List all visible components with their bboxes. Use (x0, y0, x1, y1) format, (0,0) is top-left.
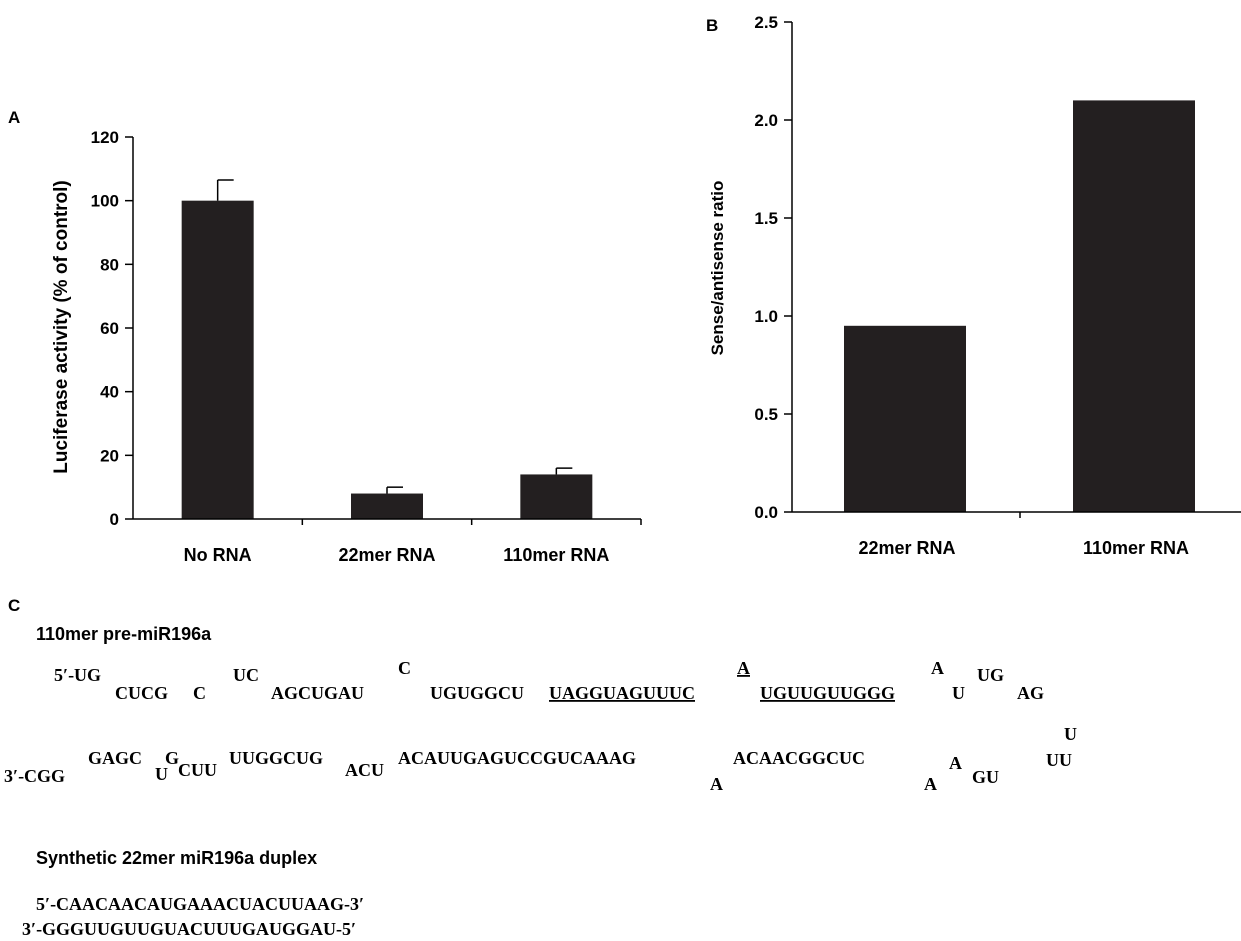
top-seg-agcugau: AGCUGAU (271, 683, 364, 703)
bottom-bulge-a2: A (924, 774, 937, 794)
panel-b-bar-chart: B Sense/antisense ratio 0.0 0.5 1.0 1.5 2.0 2… (706, 13, 1241, 558)
panel-a-bar (520, 474, 593, 519)
bottom-seg-uuggcug: UUGGCUG (229, 748, 323, 768)
top-mirna-bulge-a: A (737, 658, 750, 678)
top-mirna-seg2: UGUUGUUGGG (760, 683, 895, 703)
top-bulge-a: A (931, 658, 944, 678)
panel-a-bar (181, 200, 254, 519)
top-seg-uguggcu: UGUGGCU (430, 683, 524, 703)
panel-b-y-tick-label: 2.0 (754, 111, 778, 130)
panel-a-letter: A (8, 108, 20, 127)
top-bulge-c: C (398, 658, 411, 678)
top-mirna-seg1: UAGGUAGUUUC (549, 683, 695, 703)
panel-a-category-label: 110mer RNA (503, 545, 609, 565)
panel-b-y-tick-label: 2.5 (754, 13, 778, 32)
panel-a-y-tick-label: 20 (100, 446, 119, 465)
bottom-seg-gu: GU (972, 767, 999, 787)
panel-a-bar (351, 493, 423, 519)
panel-a-y-tick-label: 40 (100, 383, 119, 402)
duplex-bottom-strand: 3′-GGGUUGUUGUACUUUGAUGGAU-5′ (22, 919, 356, 939)
panel-a-y-tick-label: 60 (100, 319, 119, 338)
loop-u: U (1064, 724, 1077, 744)
panel-b-category-label: 110mer RNA (1083, 538, 1189, 558)
duplex-top-strand: 5′-CAACAACAUGAAACUACUUAAG-3′ (36, 894, 364, 914)
bottom-seg-g: G (165, 748, 179, 768)
panel-b-y-tick-label: 1.5 (754, 209, 778, 228)
bottom-seg-acaacggcuc: ACAACGGCUC (733, 748, 865, 768)
top-seg-ag: AG (1017, 683, 1044, 703)
panel-a-category-label: No RNA (184, 545, 252, 565)
bottom-seg-cuu: CUU (178, 760, 217, 780)
bottom-seg-a: A (949, 753, 962, 773)
top-bulge-ug: UG (977, 665, 1004, 685)
top-seg-cucg: CUCG (115, 683, 168, 703)
top-5prime-end: 5′-UG (54, 665, 101, 685)
panel-b-y-axis-title: Sense/antisense ratio (708, 181, 727, 356)
panel-b-bar (844, 325, 966, 512)
duplex-title: Synthetic 22mer miR196a duplex (36, 848, 317, 868)
bottom-seg-long: ACAUUGAGUCCGUCAAAG (398, 748, 636, 768)
panel-a-bar-chart: A Luciferase activity (% of control) 0 20… (8, 108, 642, 565)
panel-b-y-tick-label: 0.5 (754, 405, 778, 424)
panel-a-y-axis-title: Luciferase activity (% of control) (51, 180, 72, 474)
panel-a-y-tick-label: 0 (110, 510, 119, 529)
bottom-bulge-u: U (155, 764, 168, 784)
top-seg-c: C (193, 683, 206, 703)
pre-mir-title: 110mer pre-miR196a (36, 624, 212, 644)
panel-b-y-tick-label: 0.0 (754, 503, 778, 522)
loop-uu: UU (1046, 750, 1072, 770)
panel-b-category-label: 22mer RNA (858, 538, 955, 558)
panel-b-y-tick-label: 1.0 (754, 307, 778, 326)
panel-b-bar (1073, 100, 1195, 513)
top-bulge-uc: UC (233, 665, 259, 685)
top-seg-u: U (952, 683, 965, 703)
panel-a-y-tick-label: 100 (91, 192, 119, 211)
panel-c-sequences: C 110mer pre-miR196a 5′-UG CUCG C UC AGC… (4, 596, 1077, 939)
bottom-3prime-end: 3′-CGG (4, 766, 65, 786)
bottom-seg-gagc: GAGC (88, 748, 142, 768)
panel-a-y-tick-label: 120 (91, 128, 119, 147)
panel-b-letter: B (706, 16, 718, 35)
panel-a-y-tick-label: 80 (100, 255, 119, 274)
bottom-bulge-a1: A (710, 774, 723, 794)
bottom-bulge-acu: ACU (345, 760, 384, 780)
panel-c-letter: C (8, 596, 20, 615)
panel-a-category-label: 22mer RNA (338, 545, 435, 565)
